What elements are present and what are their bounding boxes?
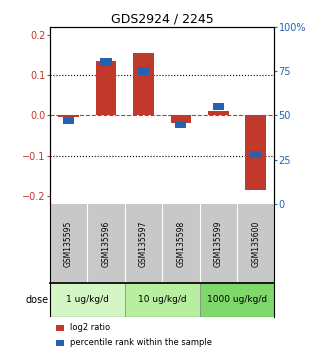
Bar: [200, 283, 274, 317]
Text: GSM135598: GSM135598: [176, 221, 185, 267]
Text: dose: dose: [25, 295, 48, 305]
Bar: [246, 115, 266, 190]
Text: GSM135596: GSM135596: [101, 221, 110, 267]
Bar: [175, 121, 187, 128]
Bar: [138, 67, 149, 75]
Bar: [100, 58, 112, 66]
Text: GSM135600: GSM135600: [251, 221, 260, 267]
Text: 1000 ug/kg/d: 1000 ug/kg/d: [207, 296, 267, 304]
Text: GSM135595: GSM135595: [64, 221, 73, 267]
Bar: [96, 61, 116, 115]
Text: percentile rank within the sample: percentile rank within the sample: [70, 338, 212, 347]
Bar: [58, 115, 79, 118]
Bar: [133, 53, 154, 115]
Bar: [50, 283, 125, 317]
Title: GDS2924 / 2245: GDS2924 / 2245: [111, 12, 213, 25]
Text: 1 ug/kg/d: 1 ug/kg/d: [66, 296, 108, 304]
Bar: [250, 151, 261, 158]
Text: GSM135599: GSM135599: [214, 221, 223, 267]
Bar: [125, 283, 200, 317]
Bar: [208, 112, 229, 115]
Bar: [56, 325, 64, 331]
Text: GSM135597: GSM135597: [139, 221, 148, 267]
Bar: [63, 117, 74, 124]
Text: 10 ug/kg/d: 10 ug/kg/d: [138, 296, 187, 304]
Text: log2 ratio: log2 ratio: [70, 323, 110, 332]
Bar: [56, 340, 64, 346]
Bar: [213, 103, 224, 110]
Bar: [170, 115, 191, 124]
